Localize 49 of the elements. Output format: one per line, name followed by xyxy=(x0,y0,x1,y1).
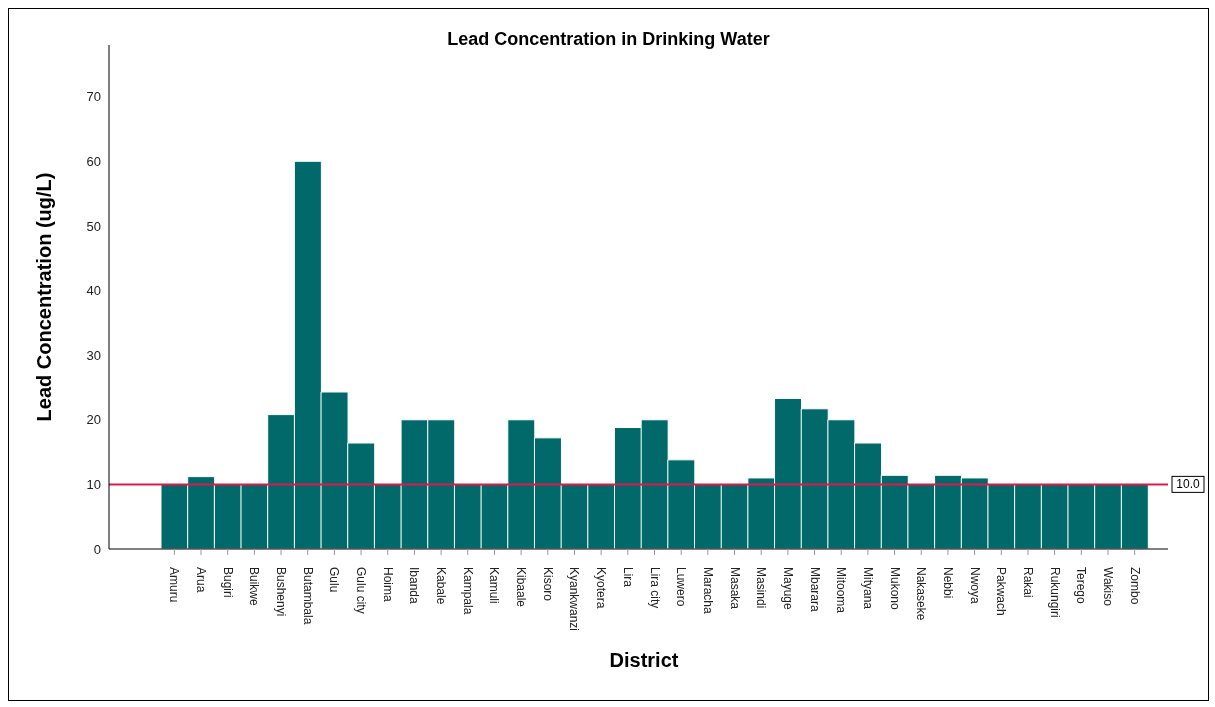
x-tick-label: Rukungiri xyxy=(1047,567,1062,618)
x-tick-label: Mbarara xyxy=(807,567,822,613)
x-tick-label: Kyotera xyxy=(594,567,609,609)
y-tick-label: 60 xyxy=(86,153,101,169)
x-tick-label: Mitooma xyxy=(834,567,849,614)
x-tick-label: Kamuli xyxy=(487,567,502,604)
y-tick-label: 30 xyxy=(86,347,101,363)
x-tick-label: Maracha xyxy=(700,567,715,615)
ref-line-label: 10.0 xyxy=(1176,477,1200,492)
x-tick-label: Masaka xyxy=(727,567,742,610)
x-tick-label: Kibaale xyxy=(514,567,529,608)
x-tick-label: Luwero xyxy=(674,567,689,607)
x-tick-label: Zombo xyxy=(1127,567,1142,605)
x-tick-label: Nakaseke xyxy=(914,567,929,621)
x-tick-label: Gulu xyxy=(327,567,342,593)
x-axis-title: District xyxy=(608,649,680,672)
y-tick-label: 50 xyxy=(86,218,101,234)
chart-title: Lead Concentration in Drinking Water xyxy=(446,29,771,50)
y-tick-label: 40 xyxy=(86,283,101,299)
x-tick-label: Arua xyxy=(194,567,209,593)
x-tick-label: Amuru xyxy=(167,567,182,603)
x-tick-label: Ibanda xyxy=(407,567,422,605)
x-tick-label: Nwoya xyxy=(967,567,982,605)
y-axis-title: Lead Concentration (ug/L) xyxy=(33,172,56,422)
x-tick-label: Pakwach xyxy=(994,567,1009,616)
x-tick-label: Lira city xyxy=(647,567,662,609)
x-tick-label: Mayuge xyxy=(780,567,795,611)
x-tick-label: Masindi xyxy=(754,567,769,609)
x-tick-label: Mukono xyxy=(887,567,902,611)
x-tick-label: Kyankwanzi xyxy=(567,567,582,632)
x-tick-label: Wakiso xyxy=(1100,567,1115,607)
x-tick-label: Terego xyxy=(1074,567,1089,605)
y-tick-label: 0 xyxy=(93,541,101,557)
x-tick-label: Buikwe xyxy=(247,567,262,607)
x-tick-label: Lira xyxy=(620,567,635,588)
x-tick-label: Nebbi xyxy=(940,567,955,599)
x-tick-label: Rakai xyxy=(1020,567,1035,598)
x-tick-label: Bugiri xyxy=(220,567,235,598)
x-tick-label: Kisoro xyxy=(540,567,555,602)
x-tick-label: Gulu city xyxy=(354,567,369,614)
y-tick-label: 10 xyxy=(86,477,101,492)
x-tick-label: Kampala xyxy=(460,567,475,615)
x-tick-label: Kabale xyxy=(434,567,449,605)
x-tick-label: Mityana xyxy=(860,567,875,610)
y-tick-label: 20 xyxy=(86,412,101,428)
x-tick-label: Butambala xyxy=(300,567,315,625)
x-tick-label: Hoima xyxy=(380,567,395,602)
y-tick-label: 70 xyxy=(86,89,101,105)
x-tick-label: Bushenyi xyxy=(274,567,289,617)
